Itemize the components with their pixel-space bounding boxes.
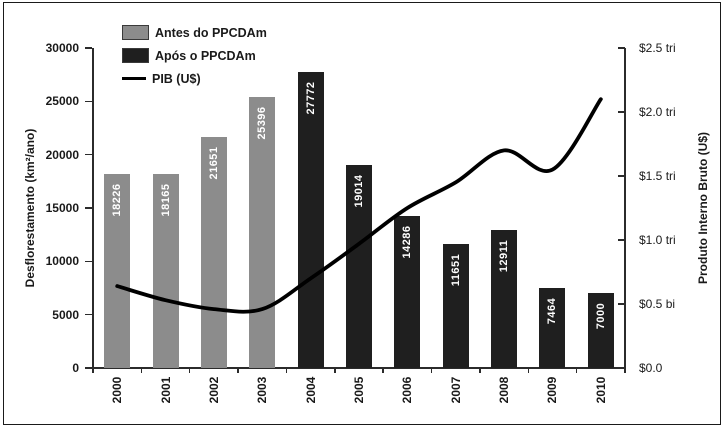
left-axis-tick [85,100,92,103]
bar-value-label: 25396 [256,106,269,140]
bar-value-label: 21651 [207,146,220,180]
left-tick-label: 25000 [45,94,79,109]
x-tick-label: 2007 [448,376,463,404]
bar-value-label: 18165 [159,183,172,217]
right-tick-label: $2.0 tri [639,105,676,119]
left-tick-label: 10000 [45,254,79,269]
x-tick-label: 2005 [352,376,366,404]
right-axis-tick [618,47,625,49]
x-tick-label: 2008 [497,376,512,404]
right-tick-label: $1.0 tri [639,233,676,247]
x-axis-tick [382,368,384,373]
legend: Antes do PPCDAm Após o PPCDAm PIB (U$) [122,24,267,93]
left-axis-tick [85,367,92,369]
x-axis-tick [285,368,288,373]
x-axis-tick [92,368,94,373]
legend-swatch-antes [122,25,149,40]
bar-value-label: 18226 [111,183,124,217]
x-axis-tick [479,368,481,373]
x-tick-label: 2000 [110,376,125,404]
x-axis-tick [140,368,143,373]
bar-value-label: 7000 [594,302,607,330]
left-tick-label: 20000 [45,147,79,162]
x-axis-tick [334,368,336,373]
right-axis-tick [618,175,625,177]
x-tick-label: 2010 [593,376,608,404]
legend-item-apos: Após o PPCDAm [122,47,267,64]
bar-value-label: 19014 [353,174,365,208]
x-tick-label: 2003 [255,376,270,404]
x-axis-tick [237,368,239,373]
legend-label: Antes do PPCDAm [155,25,267,40]
x-tick-label: 2002 [206,376,221,404]
x-tick-label: 2001 [158,376,173,404]
x-axis-tick [624,368,626,373]
legend-label: Após o PPCDAm [155,48,256,63]
bar-value-label: 11651 [449,253,462,286]
legend-label: PIB (U$) [152,71,201,86]
right-axis-line [624,48,626,368]
right-tick-label: $0.5 bi [639,297,676,311]
legend-item-pib: PIB (U$) [122,70,267,87]
bar-value-label: 7464 [546,297,559,325]
bar-value-label: 27772 [304,81,317,115]
left-axis-tick [85,207,92,209]
left-axis-tick [85,47,92,49]
left-tick-label: 0 [72,361,79,375]
right-axis-title: Produto Interno Bruto (U$) [696,132,710,284]
bar-value-label: 14286 [401,225,414,259]
x-axis-tick [430,368,433,373]
left-tick-label: 30000 [45,41,79,55]
left-tick-label: 5000 [52,307,79,322]
right-tick-label: $1.5 tri [639,169,676,183]
x-tick-label: 2004 [303,376,318,404]
right-axis-tick [618,111,625,113]
x-axis-tick [188,368,191,373]
bar-value-label: 12911 [498,240,511,273]
x-tick-label: 2006 [400,376,415,404]
left-axis-line [92,48,94,368]
right-axis-tick [618,239,625,241]
legend-line-swatch [122,76,146,81]
right-tick-label: $2.5 tri [639,41,676,55]
x-axis-tick [527,368,530,373]
right-axis-tick [618,367,625,369]
left-tick-label: 15000 [45,201,79,215]
bar-2004 [297,71,324,368]
legend-item-antes: Antes do PPCDAm [122,24,267,41]
right-axis-tick [618,303,625,305]
x-tick-label: 2009 [545,376,560,404]
left-axis-tick [85,153,92,156]
left-axis-tick [85,260,92,263]
right-tick-label: $0.0 [639,361,663,375]
x-axis-tick [575,368,578,373]
left-axis-tick [85,313,92,316]
legend-swatch-apos [122,48,149,63]
